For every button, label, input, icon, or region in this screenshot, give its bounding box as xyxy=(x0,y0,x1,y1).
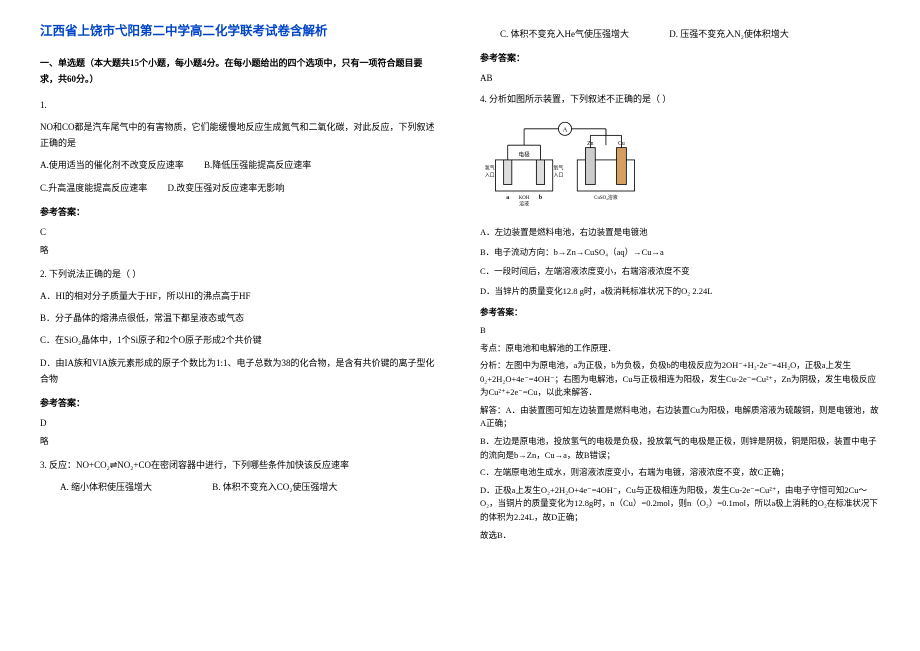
q1-options-row2: C.升高温度能提高反应速率 D.改变压强对反应速率无影响 xyxy=(40,180,440,196)
q4-text: 4. 分析如图所示装置，下列叙述不正确的是（ ） xyxy=(480,91,880,107)
dianji-label: 电极 xyxy=(518,150,530,158)
circuit-diagram: A 电极 氢气 入口 氧气 入口 a b KOH 溶液 Zn Cu CuSO₄溶… xyxy=(480,119,650,209)
q1-optC: C.升高温度能提高反应速率 xyxy=(40,180,147,196)
q3-ans: AB xyxy=(480,70,880,86)
q4-fenxi: 分析：左图中为原电池，a为正极，b为负极，负极b的电极反应为2OH⁻+H₂-2e… xyxy=(480,359,880,400)
q2-optC: C．在SiO₂晶体中，1个Si原子和2个O原子形成2个共价键 xyxy=(40,332,440,348)
q1-options-row1: A.使用适当的催化剂不改变反应速率 B.降低压强能提高反应速率 xyxy=(40,157,440,173)
section-header: 一、单选题（本大题共15个小题，每小题4分。在每小题给出的四个选项中，只有一项符… xyxy=(40,55,440,87)
q2-ans-label: 参考答案： xyxy=(40,395,440,411)
b-label: b xyxy=(539,195,542,201)
q1-number: 1. xyxy=(40,97,440,113)
q4-optC: C．一段时间后，左端溶液浓度变小，右端溶液浓度不变 xyxy=(480,265,880,279)
cuso4-label: CuSO₄溶液 xyxy=(594,194,618,201)
svg-text:溶液: 溶液 xyxy=(519,200,529,207)
svg-text:入口: 入口 xyxy=(554,172,564,178)
q2-note: 略 xyxy=(40,435,440,449)
right-column: C. 体积不变充入He气使压强增大 D. 压强不变充入N₂使体积增大 参考答案：… xyxy=(460,20,890,631)
left-column: 江西省上饶市弋阳第二中学高二化学联考试卷含解析 一、单选题（本大题共15个小题，… xyxy=(30,20,460,631)
a-label: a xyxy=(506,195,509,201)
q2-optB: B．分子晶体的熔沸点很低，常温下都呈液态或气态 xyxy=(40,310,440,326)
svg-text:入口: 入口 xyxy=(485,172,495,178)
q3-options-row2: C. 体积不变充入He气使压强增大 D. 压强不变充入N₂使体积增大 xyxy=(480,26,880,42)
q3-optC: C. 体积不变充入He气使压强增大 xyxy=(500,26,629,42)
q4-ans: B xyxy=(480,324,880,338)
q3-options-row1: A. 缩小体积使压强增大 B. 体积不变充入CO₂使压强增大 xyxy=(40,479,440,495)
koh-label: KOH xyxy=(519,196,530,201)
q1-optA: A.使用适当的催化剂不改变反应速率 xyxy=(40,157,184,173)
q3-optB: B. 体积不变充入CO₂使压强增大 xyxy=(212,479,337,495)
q1-optB: B.降低压强能提高反应速率 xyxy=(204,157,311,173)
q4-ans-label: 参考答案： xyxy=(480,306,880,320)
q4-kaodian: 考点：原电池和电解池的工作原理． xyxy=(480,342,880,356)
q1-text: NO和CO都是汽车尾气中的有害物质，它们能缓慢地反应生成氮气和二氧化碳，对此反应… xyxy=(40,119,440,151)
q3-optD: D. 压强不变充入N₂使体积增大 xyxy=(669,26,789,42)
meter-label: A xyxy=(563,126,568,133)
q3-optA: A. 缩小体积使压强增大 xyxy=(60,479,152,495)
q2-optD: D．由IA族和VIA族元素形成的原子个数比为1:1、电子总数为38的化合物，是含… xyxy=(40,355,440,387)
q1-ans: C xyxy=(40,224,440,240)
q2-optA: A．HI的相对分子质量大于HF，所以HI的沸点高于HF xyxy=(40,288,440,304)
q3-text: 3. 反应：NO+CO₂⇌NO₂+CO在密闭容器中进行，下列哪些条件加快该反应速… xyxy=(40,457,440,473)
q1-optD: D.改变压强对反应速率无影响 xyxy=(168,180,285,196)
q4-optD: D．当锌片的质量变化12.8 g时，a极消耗标准状况下的O₂ 2.24L xyxy=(480,285,880,299)
qingqi-label: 氢气 xyxy=(485,164,495,171)
q4-jiedaB: B．左边是原电池，投放氢气的电极是负极，投放氧气的电极是正极，则锌是阴极，铜是阳… xyxy=(480,435,880,462)
q4-jieda: 解答：A．由装置图可知左边装置是燃料电池，右边装置Cu为阳极，电解质溶液为硫酸铜… xyxy=(480,404,880,431)
q4-jiedaD: D．正极a上发生O₂+2H₂O+4e⁻=4OH⁻，Cu与正极相连为阳极，发生Cu… xyxy=(480,484,880,525)
q4-optB: B．电子流动方向：b→Zn→CuSO₄（aq）→Cu→a xyxy=(480,246,880,260)
q2-number: 2. 下列说法正确的是（ ） xyxy=(40,266,440,282)
q1-note: 略 xyxy=(40,244,440,258)
q4-optA: A．左边装置是燃料电池，右边装置是电镀池 xyxy=(480,226,880,240)
q3-ans-label: 参考答案： xyxy=(480,50,880,66)
q1-ans-label: 参考答案： xyxy=(40,204,440,220)
exam-title: 江西省上饶市弋阳第二中学高二化学联考试卷含解析 xyxy=(40,20,440,43)
q4-jiedaC: C．左端原电池生成水，则溶液浓度变小，右端为电镀，溶液浓度不变，故C正确； xyxy=(480,466,880,480)
yangqi-label: 氧气 xyxy=(554,164,564,171)
q2-ans: D xyxy=(40,415,440,431)
q4-gudan: 故选B． xyxy=(480,529,880,543)
